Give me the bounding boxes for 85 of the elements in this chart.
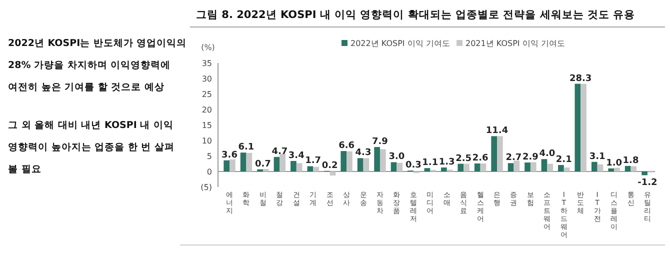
data-label: 28.3 [569, 74, 592, 84]
y-axis-title: (%) [201, 43, 215, 52]
data-label: 4.3 [355, 148, 372, 158]
legend-label: 2022년 KOSPI 이익 기여도 [350, 39, 450, 48]
bar [597, 164, 604, 172]
data-label: 0.3 [405, 160, 422, 171]
data-label: 2.7 [506, 153, 522, 164]
bar [558, 164, 564, 172]
bar [357, 158, 364, 172]
data-label: 3.6 [222, 150, 238, 160]
bar [474, 163, 480, 172]
bar [630, 166, 637, 172]
data-label: 2.9 [522, 152, 538, 163]
bar [274, 156, 280, 172]
y-tick-label: 30 [202, 74, 212, 84]
bar [380, 149, 386, 172]
bar [491, 136, 498, 172]
bar [514, 160, 520, 172]
bar [374, 147, 380, 172]
bar [330, 172, 336, 176]
data-label: -1.2 [638, 178, 658, 188]
bar [530, 162, 536, 172]
bar [313, 166, 319, 172]
legend-label: 2021년 KOSPI 이익 기여도 [466, 39, 565, 48]
data-label: 11.4 [486, 126, 508, 136]
bar [614, 168, 620, 172]
bar [458, 164, 464, 172]
bar [480, 163, 486, 172]
y-tick-label: 15 [202, 121, 212, 130]
bar [346, 151, 352, 172]
y-tick-label: 25 [202, 90, 212, 99]
bar [390, 162, 397, 172]
bar [580, 84, 586, 172]
bar [464, 164, 470, 172]
bar [424, 168, 430, 172]
data-label: 2.6 [472, 153, 488, 164]
bar [340, 151, 347, 172]
text: 그 외 올해 대비 내년 KOSPI 내 이익 영향력이 높아지는 업종을 한 번 살펴 볼 필요 [8, 120, 175, 175]
bar [547, 164, 554, 172]
bar [240, 152, 246, 172]
y-tick-label: 10 [202, 136, 212, 146]
bar [624, 166, 631, 172]
data-label: 3.4 [288, 150, 304, 161]
data-label: 1.7 [305, 156, 322, 166]
data-label: 4.7 [272, 146, 288, 157]
data-label: 6.6 [338, 141, 355, 152]
data-label: 7.9 [372, 137, 388, 148]
bar [363, 158, 370, 172]
bar [591, 162, 598, 172]
y-tick-label: (5) [200, 183, 212, 192]
data-label: 0.7 [254, 159, 271, 170]
bar [564, 167, 570, 172]
bar [508, 163, 514, 172]
bar [230, 159, 236, 172]
bar [396, 162, 403, 172]
bar [441, 167, 447, 172]
bar [642, 172, 648, 176]
bar [224, 160, 230, 172]
bar [574, 84, 581, 172]
chart-title: 그림 8. 2022년 KOSPI 내 이익 영향력이 확대되는 업종별로 전략을 세워보는 것도 유용 [196, 9, 636, 21]
bar [280, 154, 286, 172]
data-label: 0.2 [322, 160, 338, 171]
y-tick-label: 0 [206, 168, 212, 176]
data-label: 4.0 [539, 149, 556, 160]
data-label: 3.0 [388, 152, 405, 162]
bar [608, 168, 614, 172]
bar [296, 163, 302, 172]
bar [290, 160, 296, 172]
data-label: 2.1 [556, 154, 572, 165]
y-tick-label: 5 [206, 152, 212, 161]
bar [541, 159, 548, 172]
bar [497, 136, 503, 172]
y-tick-label: 20 [202, 106, 212, 114]
data-label: 3.1 [589, 152, 606, 162]
bar [524, 162, 530, 172]
data-label: 1.0 [606, 158, 622, 168]
data-label: 1.3 [438, 157, 455, 168]
y-tick-label: 35 [202, 59, 212, 68]
bar [246, 152, 252, 172]
data-label: 1.1 [422, 158, 438, 168]
data-label: 6.1 [238, 142, 254, 153]
bar [307, 166, 314, 172]
data-label: 1.8 [622, 156, 639, 166]
text: 2022년 KOSPI는 반도체가 영업이익의 28% 가량을 차지하며 이익영향력에 여전히 높은 기여를 할 것으로 예상 [8, 38, 187, 93]
data-label: 2.5 [456, 154, 472, 164]
